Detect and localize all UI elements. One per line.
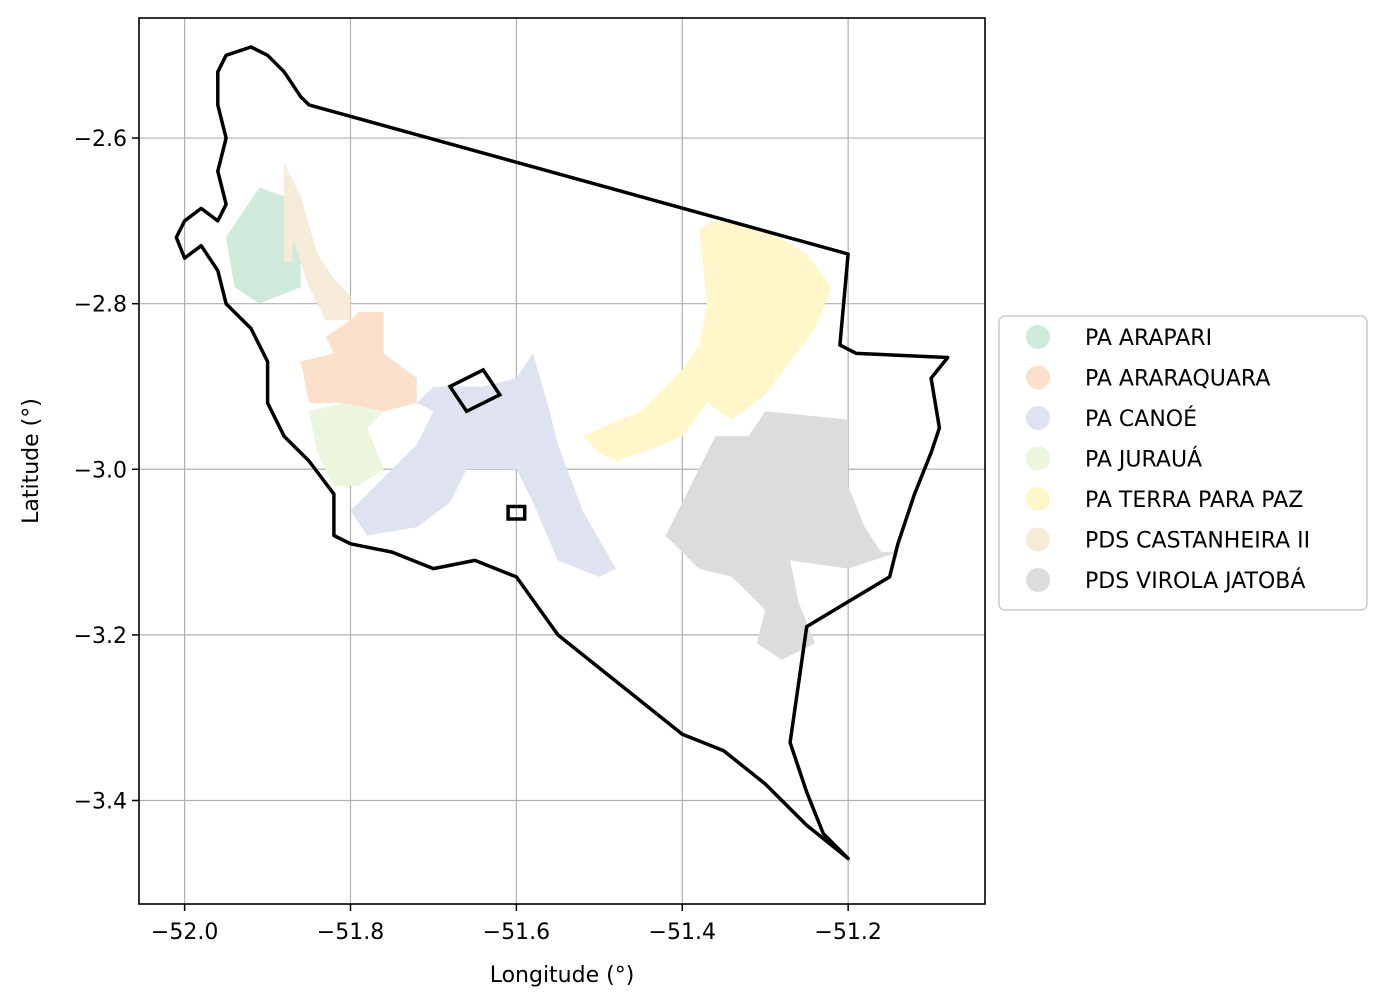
x-tick-label: −51.2	[814, 920, 881, 945]
settlement-polygon	[309, 403, 384, 486]
y-tick-label: −3.2	[74, 624, 127, 649]
y-axis-label: Latitude (°)	[19, 398, 44, 524]
grid	[139, 18, 985, 904]
settlement-polygon	[665, 411, 898, 660]
legend-marker	[1026, 487, 1050, 511]
municipality-boundary	[174, 45, 950, 861]
boundary-line	[174, 45, 950, 861]
y-tick-label: −2.6	[74, 127, 127, 152]
legend-label: PA ARAPARI	[1085, 326, 1212, 351]
settlement-polygon	[350, 353, 616, 577]
legend-marker	[1026, 406, 1050, 430]
legend-label: PDS VIROLA JATOBÁ	[1085, 568, 1305, 594]
settlement-polygon	[582, 220, 832, 461]
legend-label: PA TERRA PARA PAZ	[1085, 488, 1303, 513]
x-tick-label: −51.4	[649, 920, 716, 945]
x-tick-label: −51.6	[483, 920, 550, 945]
settlement-polygon	[284, 162, 351, 321]
settlement-polygons	[226, 162, 898, 660]
x-tick-label: −51.8	[317, 920, 384, 945]
legend-label: PA JURAUÁ	[1085, 447, 1202, 473]
legend-label: PDS CASTANHEIRA II	[1085, 529, 1310, 554]
y-tick-label: −3.0	[74, 458, 127, 483]
legend-label: PA CANOÉ	[1085, 406, 1197, 432]
legend-marker	[1026, 446, 1050, 471]
y-tick-label: −2.8	[74, 293, 127, 318]
x-tick-label: −52.0	[151, 920, 218, 945]
axis-ticks: −52.0 −51.8 −51.6 −51.4 −51.2 −2.6 −2.8 −3.0 −3.…	[74, 127, 882, 945]
legend-marker	[1026, 568, 1050, 592]
x-axis-label: Longitude (°)	[490, 963, 635, 988]
y-tick-label: −3.4	[74, 789, 127, 814]
legend-marker	[1026, 325, 1050, 349]
legend: PA ARAPARI PA ARARAQUARA PA CANOÉ PA JURAUÁ…	[998, 315, 1368, 611]
inner-outline	[506, 504, 527, 521]
legend-label: PA ARARAQUARA	[1085, 367, 1270, 392]
legend-marker	[1026, 527, 1050, 552]
legend-box	[998, 315, 1368, 611]
settlement-polygon	[226, 187, 301, 304]
settlement-polygon	[300, 312, 417, 412]
inner-outline	[447, 367, 503, 414]
plot-area-frame	[138, 17, 986, 905]
legend-marker	[1026, 365, 1050, 390]
